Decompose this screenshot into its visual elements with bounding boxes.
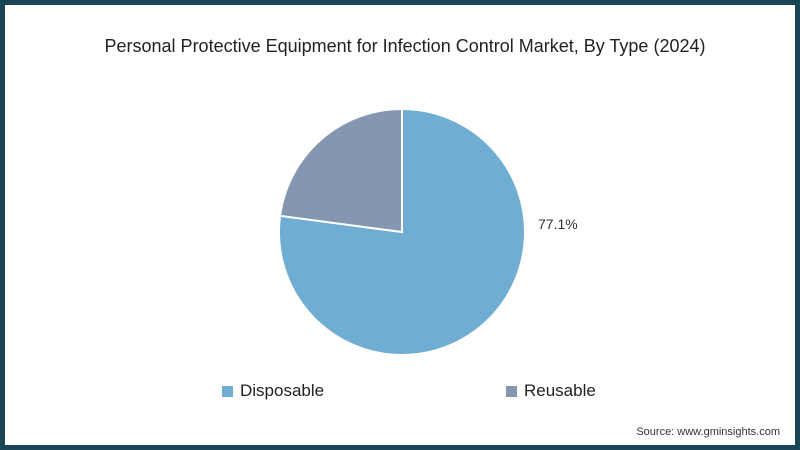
legend-label-reusable: Reusable <box>524 381 596 400</box>
data-label-disposable: 77.1% <box>538 216 578 232</box>
legend-label-disposable: Disposable <box>240 381 325 400</box>
pie-slices <box>278 107 526 356</box>
legend-item-disposable: Disposable <box>222 381 324 401</box>
legend-item-reusable: Reusable <box>506 381 596 401</box>
chart-title: Personal Protective Equipment for Infect… <box>104 36 706 56</box>
source-note: Source: www.gminsights.com <box>636 426 780 438</box>
legend-swatch-reusable <box>506 385 517 397</box>
legend-swatch-disposable <box>222 385 233 397</box>
pie-slice-reusable <box>278 107 403 234</box>
